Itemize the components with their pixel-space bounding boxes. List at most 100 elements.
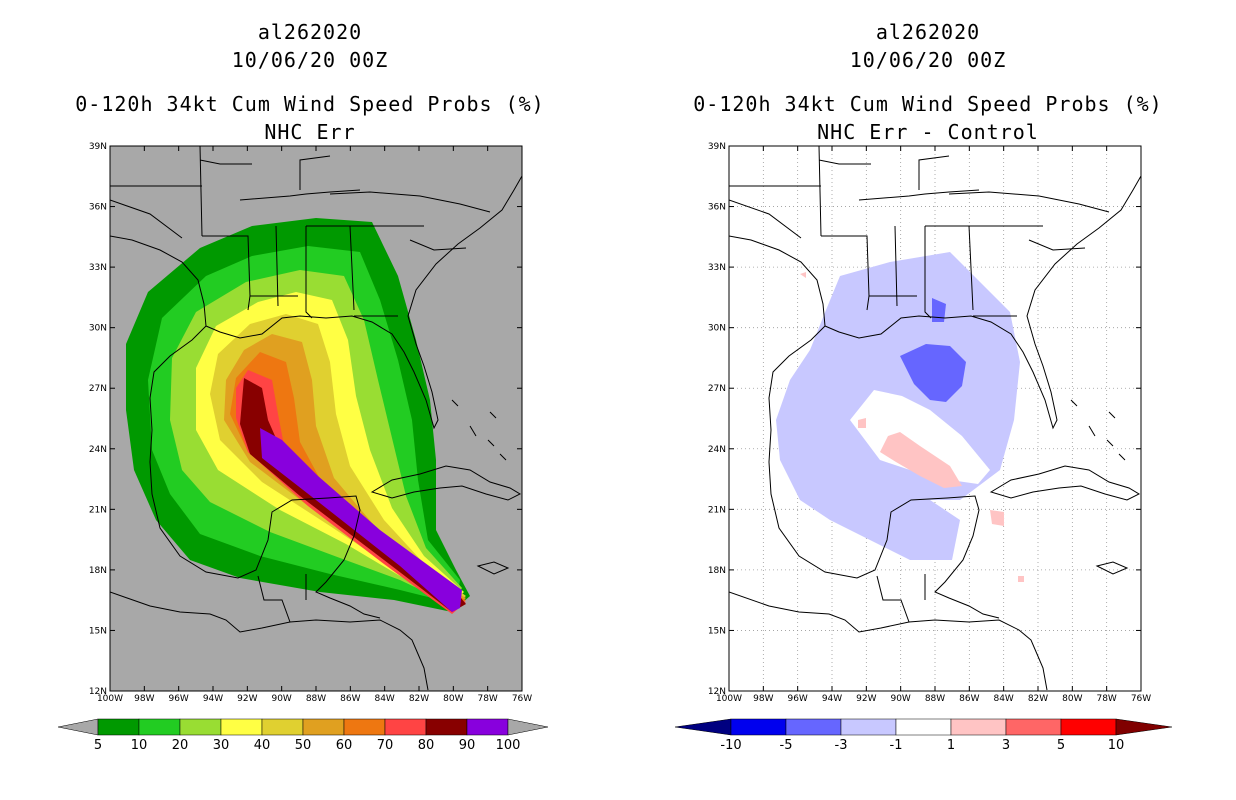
right-colorbar-label--5: -5 <box>780 738 793 753</box>
right-colorbar-swatch-1 <box>785 718 842 736</box>
left-lon-label-86W: 86W <box>340 694 360 704</box>
left-lon-label-82W: 82W <box>409 694 429 704</box>
right-colorbar-label-1: 1 <box>947 738 955 753</box>
left-colorbar-swatch-7 <box>384 718 427 736</box>
left-colorbar-label-70: 70 <box>377 738 394 753</box>
right-lon-label-96W: 96W <box>787 694 807 704</box>
right-colorbar: -10 -5 -3 -1 1 3 5 10 <box>674 718 1173 753</box>
left-colorbar-high-end <box>507 718 549 736</box>
right-lat-label-36N: 36N <box>708 203 726 213</box>
right-colorbar-label-10: 10 <box>1108 738 1125 753</box>
left-storm-id: al262020 <box>257 20 363 44</box>
right-lon-label-76W: 76W <box>1131 694 1151 704</box>
left-lat-label-36N: 36N <box>89 203 107 213</box>
right-lon-label-98W: 98W <box>753 694 773 704</box>
left-colorbar-label-5: 5 <box>94 738 102 753</box>
left-product-title: 0-120h 34kt Cum Wind Speed Probs (%) <box>75 92 545 116</box>
left-colorbar-label-60: 60 <box>336 738 353 753</box>
left-probability-contours <box>110 146 522 691</box>
left-lon-label-94W: 94W <box>203 694 223 704</box>
left-lon-label-88W: 88W <box>306 694 326 704</box>
right-lon-label-80W: 80W <box>1062 694 1082 704</box>
left-lat-label-24N: 24N <box>89 445 107 455</box>
right-difference-contours <box>729 146 1141 691</box>
right-colorbar-high-end <box>1115 718 1173 736</box>
left-colorbar-label-90: 90 <box>459 738 476 753</box>
left-colorbar-label-40: 40 <box>254 738 271 753</box>
right-lon-label-84W: 84W <box>993 694 1013 704</box>
left-lon-label-84W: 84W <box>374 694 394 704</box>
right-lon-label-94W: 94W <box>822 694 842 704</box>
right-lat-label-33N: 33N <box>708 263 726 273</box>
left-colorbar-swatch-5 <box>302 718 345 736</box>
left-datetime: 10/06/20 00Z <box>231 48 389 72</box>
right-lon-label-90W: 90W <box>890 694 910 704</box>
right-colorbar-swatch-0 <box>730 718 787 736</box>
right-lat-label-15N: 15N <box>708 626 726 636</box>
right-lon-label-100W: 100W <box>716 694 742 704</box>
left-lon-label-92W: 92W <box>237 694 257 704</box>
right-colorbar-label--10: -10 <box>720 738 741 753</box>
right-colorbar-swatch-2 <box>840 718 897 736</box>
right-colorbar-swatch-4 <box>950 718 1007 736</box>
left-colorbar-label-20: 20 <box>172 738 189 753</box>
left-colorbar-swatch-4 <box>261 718 304 736</box>
right-colorbar-swatch-6 <box>1060 718 1117 736</box>
left-colorbar-low-end <box>57 718 99 736</box>
right-colorbar-swatch-5 <box>1005 718 1062 736</box>
right-lat-label-21N: 21N <box>708 505 726 515</box>
right-lon-label-78W: 78W <box>1096 694 1116 704</box>
right-subtitle: NHC Err - Control <box>817 120 1039 144</box>
left-colorbar-label-80: 80 <box>418 738 435 753</box>
right-colorbar-low-end <box>674 718 732 736</box>
left-lat-label-12N: 12N <box>89 687 107 697</box>
right-lat-label-18N: 18N <box>708 566 726 576</box>
left-lon-label-96W: 96W <box>168 694 188 704</box>
right-lat-label-30N: 30N <box>708 324 726 334</box>
left-lon-label-80W: 80W <box>443 694 463 704</box>
left-colorbar-swatch-2 <box>179 718 222 736</box>
right-lat-label-27N: 27N <box>708 384 726 394</box>
left-colorbar-swatch-0 <box>97 718 140 736</box>
left-colorbar-swatch-3 <box>220 718 263 736</box>
left-lat-label-15N: 15N <box>89 626 107 636</box>
left-colorbar-label-10: 10 <box>131 738 148 753</box>
right-datetime: 10/06/20 00Z <box>849 48 1007 72</box>
left-colorbar-label-50: 50 <box>295 738 312 753</box>
right-lon-label-92W: 92W <box>856 694 876 704</box>
right-lon-label-82W: 82W <box>1028 694 1048 704</box>
left-colorbar-swatch-6 <box>343 718 386 736</box>
right-lat-label-12N: 12N <box>708 687 726 697</box>
right-colorbar-label-3: 3 <box>1002 738 1010 753</box>
right-colorbar-label-5: 5 <box>1057 738 1065 753</box>
left-lon-label-100W: 100W <box>97 694 123 704</box>
left-colorbar-label-100: 100 <box>496 738 521 753</box>
left-lat-label-39N: 39N <box>89 142 107 152</box>
left-colorbar-swatch-9 <box>466 718 509 736</box>
right-lat-label-24N: 24N <box>708 445 726 455</box>
left-colorbar-swatch-8 <box>425 718 468 736</box>
left-colorbar-swatch-1 <box>138 718 181 736</box>
right-colorbar-swatch-3 <box>895 718 952 736</box>
right-lon-label-88W: 88W <box>925 694 945 704</box>
left-lon-label-90W: 90W <box>271 694 291 704</box>
right-lat-label-39N: 39N <box>708 142 726 152</box>
right-colorbar-label--3: -3 <box>835 738 848 753</box>
left-lat-label-30N: 30N <box>89 324 107 334</box>
left-lon-label-76W: 76W <box>512 694 532 704</box>
left-colorbar: 5 10 20 30 40 50 60 70 80 90 100 <box>57 718 549 753</box>
left-colorbar-label-30: 30 <box>213 738 230 753</box>
right-colorbar-label--1: -1 <box>890 738 903 753</box>
left-lon-label-98W: 98W <box>134 694 154 704</box>
left-subtitle: NHC Err <box>264 120 356 144</box>
left-lat-label-27N: 27N <box>89 384 107 394</box>
left-lat-label-33N: 33N <box>89 263 107 273</box>
right-lon-label-86W: 86W <box>959 694 979 704</box>
left-lat-label-21N: 21N <box>89 505 107 515</box>
right-storm-id: al262020 <box>875 20 981 44</box>
left-lat-label-18N: 18N <box>89 566 107 576</box>
left-lon-label-78W: 78W <box>477 694 497 704</box>
